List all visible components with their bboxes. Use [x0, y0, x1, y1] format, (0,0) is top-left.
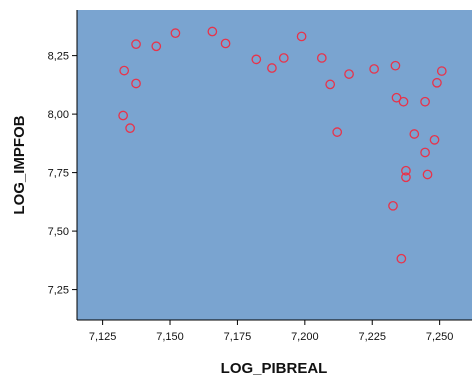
y-tick-label: 7,25 [48, 285, 69, 297]
data-point [131, 78, 141, 89]
data-point [401, 172, 411, 183]
y-axis-label: LOG_IMPFOB [11, 115, 28, 214]
data-point [432, 77, 442, 88]
plot-area [77, 10, 472, 320]
data-point [398, 96, 409, 107]
data-point [332, 127, 343, 137]
x-tick-label: 7,175 [224, 331, 252, 343]
data-point [251, 54, 262, 65]
data-point [170, 28, 181, 39]
data-point [420, 147, 430, 158]
data-point [420, 96, 430, 107]
y-tick-label: 7,75 [48, 168, 69, 180]
data-point [119, 65, 130, 76]
y-axis-ticks: 7,25 7,50 7,75 8,00 8,25 [48, 51, 77, 297]
y-tick-label: 7,50 [48, 226, 69, 238]
data-point [369, 64, 379, 74]
data-point [207, 26, 218, 37]
data-point [267, 63, 277, 73]
x-tick-label: 7,125 [89, 331, 117, 343]
data-point [401, 165, 411, 176]
data-point [396, 253, 407, 264]
data-point [316, 53, 327, 63]
data-point [409, 129, 420, 139]
data-point [118, 110, 128, 121]
x-tick-label: 7,250 [426, 331, 454, 343]
y-tick-label: 8,00 [48, 109, 69, 121]
data-point [344, 69, 354, 79]
data-point [296, 31, 307, 42]
x-tick-label: 7,200 [291, 331, 319, 343]
x-axis-label: LOG_PIBREAL [221, 360, 328, 377]
x-axis-ticks: 7,125 7,150 7,175 7,200 7,225 7,250 [89, 320, 454, 343]
data-point [151, 41, 162, 52]
data-point [125, 123, 135, 134]
data-point [390, 60, 401, 71]
data-point [325, 79, 336, 90]
x-tick-label: 7,150 [156, 331, 184, 343]
data-point [436, 66, 447, 76]
data-point [422, 169, 433, 180]
data-point [131, 39, 141, 50]
data-point [278, 53, 289, 63]
data-point [220, 38, 231, 49]
data-point [429, 134, 440, 145]
data-point [391, 92, 402, 103]
x-tick-label: 7,225 [358, 331, 386, 343]
y-tick-label: 8,25 [48, 51, 69, 63]
data-point [388, 200, 398, 211]
data-points [118, 26, 447, 264]
